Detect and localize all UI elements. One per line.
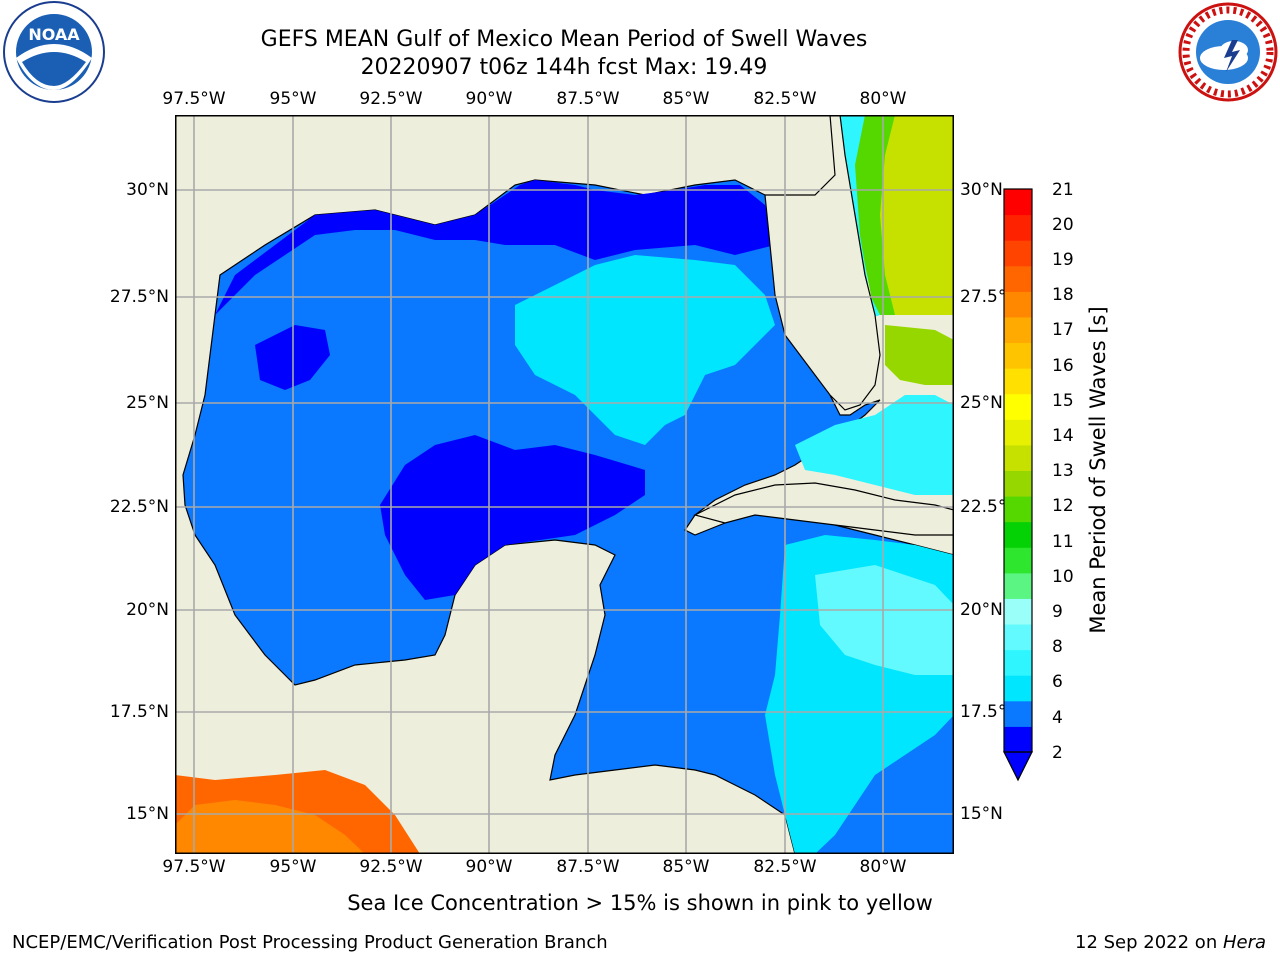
lon-tick-top: 82.5°W [753,89,817,109]
colorbar-axis-label: Mean Period of Swell Waves [s] [1086,306,1110,634]
lon-tick-top: 95°W [269,89,317,109]
colorbar [1003,188,1033,782]
colorbar-tick: 15 [1052,391,1074,411]
noaa-logo: NOAA [2,0,106,104]
atlantic-bahamas [885,325,954,385]
colorbar-segment [1004,470,1032,497]
lat-tick-right: 20°N [960,600,1003,620]
lon-tick-top: 85°W [662,89,710,109]
lon-tick-bottom: 87.5°W [556,857,620,877]
map-gridlines [175,115,954,854]
machine-name: Hera [1222,932,1266,953]
florida-land [764,115,881,411]
colorbar-segment [1004,444,1032,471]
lat-tick-left: 15°N [126,804,169,824]
lon-tick-top: 87.5°W [556,89,620,109]
colorbar-segment [1004,547,1032,574]
lon-tick-bottom: 92.5°W [359,857,423,877]
svg-text:NOAA: NOAA [28,25,80,44]
sea-ice-note-text: Sea Ice Concentration > 15% is shown in … [347,891,933,915]
colorbar-segment [1004,368,1032,395]
colorbar-segment [1004,265,1032,292]
nws-logo [1176,0,1280,104]
colorbar-segment [1004,572,1032,599]
deep-blue-center [380,435,645,600]
lat-tick-right: 30°N [960,180,1003,200]
map-frame [175,115,954,854]
colorbar-tick: 17 [1052,320,1074,340]
lat-tick-left: 22.5°N [109,497,169,517]
colorbar-tick: 8 [1052,637,1063,657]
colorbar-segment [1004,214,1032,241]
lon-tick-top: 90°W [465,89,513,109]
colorbar-tick: 2 [1052,743,1063,763]
colorbar-tick: 6 [1052,672,1063,692]
deep-blue-north [215,180,775,315]
lat-tick-left: 27.5°N [109,287,169,307]
colorbar-segment [1004,675,1032,702]
cyan-straits [795,395,954,495]
colorbar-tick: 21 [1052,180,1074,200]
light-cyan-caribbean [815,565,954,675]
colorbar-tick: 19 [1052,250,1074,270]
lon-tick-top: 92.5°W [359,89,423,109]
lat-tick-left: 17.5°N [109,702,169,722]
lon-tick-bottom: 95°W [269,857,317,877]
sea-ice-note: Sea Ice Concentration > 15% is shown in … [0,891,1280,915]
colorbar-segment [1004,624,1032,651]
colorbar-segment [1004,700,1032,727]
colorbar-tick: 14 [1052,426,1074,446]
lat-tick-right: 15°N [960,804,1003,824]
map-panel [175,115,954,854]
plot-title: GEFS MEAN Gulf of Mexico Mean Period of … [260,27,868,52]
lon-tick-bottom: 82.5°W [753,857,817,877]
colorbar-tick: 13 [1052,461,1074,481]
cyan-central [515,255,775,445]
colorbar-segment [1004,598,1032,625]
colorbar-tick: 12 [1052,496,1074,516]
colorbar-frame [1003,188,1033,753]
colorbar-tick: 18 [1052,285,1074,305]
lon-tick-bottom: 90°W [465,857,513,877]
colorbar-tick: 20 [1052,215,1074,235]
colorbar-tick: 11 [1052,532,1074,552]
lon-tick-top: 80°W [859,89,907,109]
colorbar-tick: 9 [1052,602,1063,622]
colorbar-segment [1004,316,1032,344]
lon-tick-bottom: 80°W [859,857,907,877]
colorbar-segment [1004,189,1032,216]
cuba-land [693,482,954,536]
atlantic-yellow [865,115,954,315]
lat-tick-right: 25°N [960,393,1003,413]
branch-credit: NCEP/EMC/Verification Post Processing Pr… [12,932,608,953]
colorbar-segment [1004,649,1032,676]
colorbar-segment [1004,342,1032,369]
colorbar-segment [1004,521,1032,548]
lon-tick-bottom: 85°W [662,857,710,877]
colorbar-tick: 4 [1052,708,1063,728]
colorbar-segment [1004,496,1032,523]
colorbar-segment [1004,291,1032,318]
colorbar-segment [1004,240,1032,267]
lat-tick-left: 30°N [126,180,169,200]
run-date: 12 Sep 2022 on Hera [1075,932,1266,953]
lon-tick-bottom: 97.5°W [162,857,226,877]
colorbar-tick: 16 [1052,356,1074,376]
colorbar-segment [1004,726,1032,753]
run-date-text: 12 Sep 2022 on [1075,932,1223,953]
lon-tick-top: 97.5°W [162,89,226,109]
colorbar-segment [1004,419,1032,446]
plot-subtitle: 20220907 t06z 144h fcst Max: 19.49 [360,55,768,80]
colorbar-tick: 10 [1052,567,1074,587]
lat-tick-left: 20°N [126,600,169,620]
lat-tick-left: 25°N [126,393,169,413]
colorbar-segment [1004,393,1032,420]
colorbar-extend-arrow [1003,751,1033,782]
